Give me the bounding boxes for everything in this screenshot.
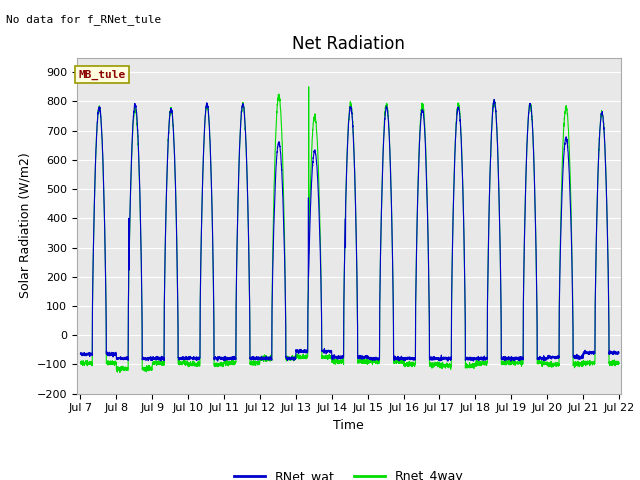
X-axis label: Time: Time	[333, 419, 364, 432]
Text: No data for f_RNet_tule: No data for f_RNet_tule	[6, 14, 162, 25]
Text: MB_tule: MB_tule	[79, 69, 126, 80]
Legend: RNet_wat, Rnet_4way: RNet_wat, Rnet_4way	[229, 465, 468, 480]
Title: Net Radiation: Net Radiation	[292, 35, 405, 53]
Y-axis label: Solar Radiation (W/m2): Solar Radiation (W/m2)	[18, 153, 31, 299]
